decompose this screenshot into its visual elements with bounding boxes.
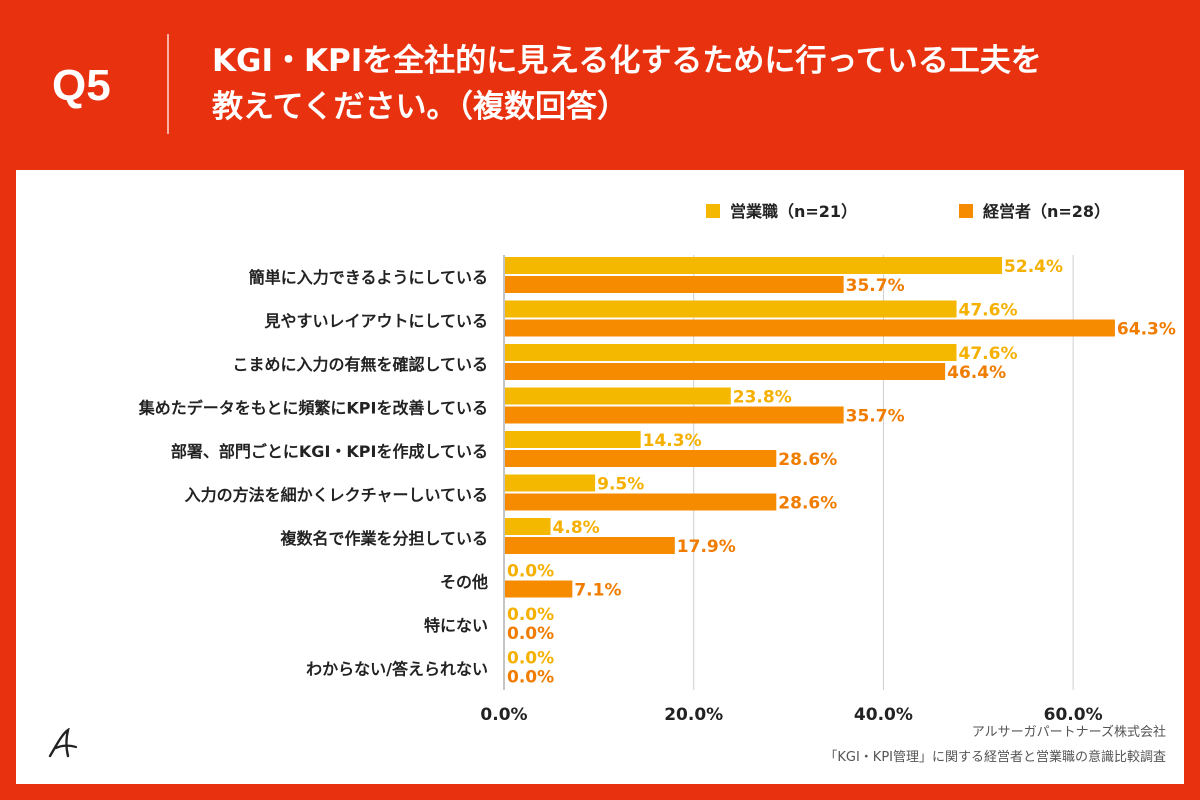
data-label-keieisha: 0.0%	[507, 624, 554, 644]
header-divider	[167, 34, 169, 134]
bar-keieisha	[505, 406, 844, 424]
x-tick-label: 0.0%	[480, 705, 527, 725]
category-label: 集めたデータをもとに頻繁にKPIを改善している	[138, 398, 488, 417]
category-label: 部署、部門ごとにKGI・KPIを作成している	[171, 442, 488, 461]
x-tick-label: 60.0%	[1044, 705, 1103, 725]
data-label-eigyo: 14.3%	[643, 431, 702, 451]
data-label-eigyo: 0.0%	[507, 562, 554, 582]
data-label-keieisha: 64.3%	[1117, 320, 1176, 340]
question-number: Q5	[52, 61, 111, 110]
data-label-eigyo: 52.4%	[1004, 257, 1063, 277]
data-label-eigyo: 47.6%	[959, 344, 1018, 364]
bar-eigyo	[505, 387, 731, 405]
data-label-keieisha: 7.1%	[574, 581, 621, 601]
bar-keieisha	[505, 319, 1115, 337]
category-label: その他	[440, 572, 488, 591]
data-labels: 52.4%35.7%47.6%64.3%47.6%46.4%23.8%35.7%…	[507, 257, 1176, 688]
bar-keieisha	[505, 537, 675, 554]
data-label-eigyo: 9.5%	[597, 475, 644, 495]
question-title-line1: KGI・KPIを全社的に見える化するために行っている工夫を	[212, 43, 1042, 79]
chart-panel: 52.4% 35.7% 47.6% 64.3% 47.6% 46.4% 23.8% 35.7%…	[16, 170, 1184, 784]
question-title: KGI・KPIを全社的に見える化するために行っている工夫を 教えてください。（複…	[212, 38, 1172, 130]
question-header: Q5 KGI・KPIを全社的に見える化するために行っている工夫を 教えてください…	[0, 0, 1200, 168]
category-label: 特にない	[424, 616, 488, 635]
footer-company: アルサーガパートナーズ株式会社	[972, 724, 1166, 740]
category-labels: 簡単に入力できるようにしている見やすいレイアウトにしているこまめに入力の有無を確…	[138, 268, 488, 679]
footer: アルサーガパートナーズ株式会社 「KGI・KPI管理」に関する経営者と営業職の意…	[824, 724, 1166, 765]
bar-eigyo	[505, 474, 596, 492]
data-label-eigyo: 23.8%	[733, 388, 792, 408]
data-label-eigyo: 0.0%	[507, 605, 554, 625]
bar-keieisha	[505, 580, 573, 598]
legend: 営業職（n=21） 経営者（n=28）	[706, 202, 1110, 221]
category-label: 入力の方法を細かくレクチャーしいている	[185, 485, 488, 504]
bar-chart: 52.4%35.7%47.6%64.3%47.6%46.4%23.8%35.7%…	[138, 202, 1176, 765]
company-logo-icon	[46, 727, 86, 764]
data-label-keieisha: 28.6%	[778, 494, 837, 514]
legend-label-keieisha: 経営者（n=28）	[983, 202, 1110, 221]
bar-eigyo	[505, 431, 641, 448]
data-label-eigyo: 4.8%	[553, 518, 600, 538]
data-label-keieisha: 17.9%	[677, 537, 736, 557]
footer-survey: 「KGI・KPI管理」に関する経営者と営業職の意識比較調査	[824, 749, 1166, 765]
data-label-keieisha: 35.7%	[846, 407, 905, 427]
bar-eigyo	[505, 300, 957, 318]
data-label-keieisha: 28.6%	[778, 450, 837, 470]
x-tick-label: 20.0%	[664, 705, 723, 725]
category-label: 見やすいレイアウトにしている	[263, 311, 488, 330]
data-label-keieisha: 46.4%	[947, 363, 1006, 383]
data-label-eigyo: 47.6%	[959, 301, 1018, 321]
legend-label-eigyo: 営業職（n=21）	[730, 202, 857, 221]
x-tick-label: 40.0%	[854, 705, 913, 725]
x-axis-ticks: 0.0% 20.0% 40.0% 60.0%	[480, 705, 1102, 725]
bar-eigyo	[505, 257, 1003, 274]
data-label-keieisha: 35.7%	[846, 276, 905, 296]
category-label: わからない/答えられない	[306, 659, 488, 678]
data-label-eigyo: 0.0%	[507, 649, 554, 669]
bars	[505, 257, 1115, 598]
legend-swatch-keieisha	[959, 204, 973, 218]
legend-swatch-eigyo	[706, 204, 720, 218]
data-label-keieisha: 0.0%	[507, 668, 554, 688]
category-label: 簡単に入力できるようにしている	[248, 268, 488, 287]
bar-keieisha	[505, 493, 777, 511]
bar-eigyo	[505, 344, 957, 361]
question-title-line2: 教えてください。（複数回答）	[212, 89, 629, 125]
category-label: 複数名で作業を分担している	[279, 529, 488, 548]
bar-eigyo	[505, 518, 551, 535]
bar-keieisha	[505, 276, 844, 293]
category-label: こまめに入力の有無を確認している	[232, 355, 488, 374]
bar-keieisha	[505, 363, 946, 380]
bar-keieisha	[505, 450, 777, 467]
